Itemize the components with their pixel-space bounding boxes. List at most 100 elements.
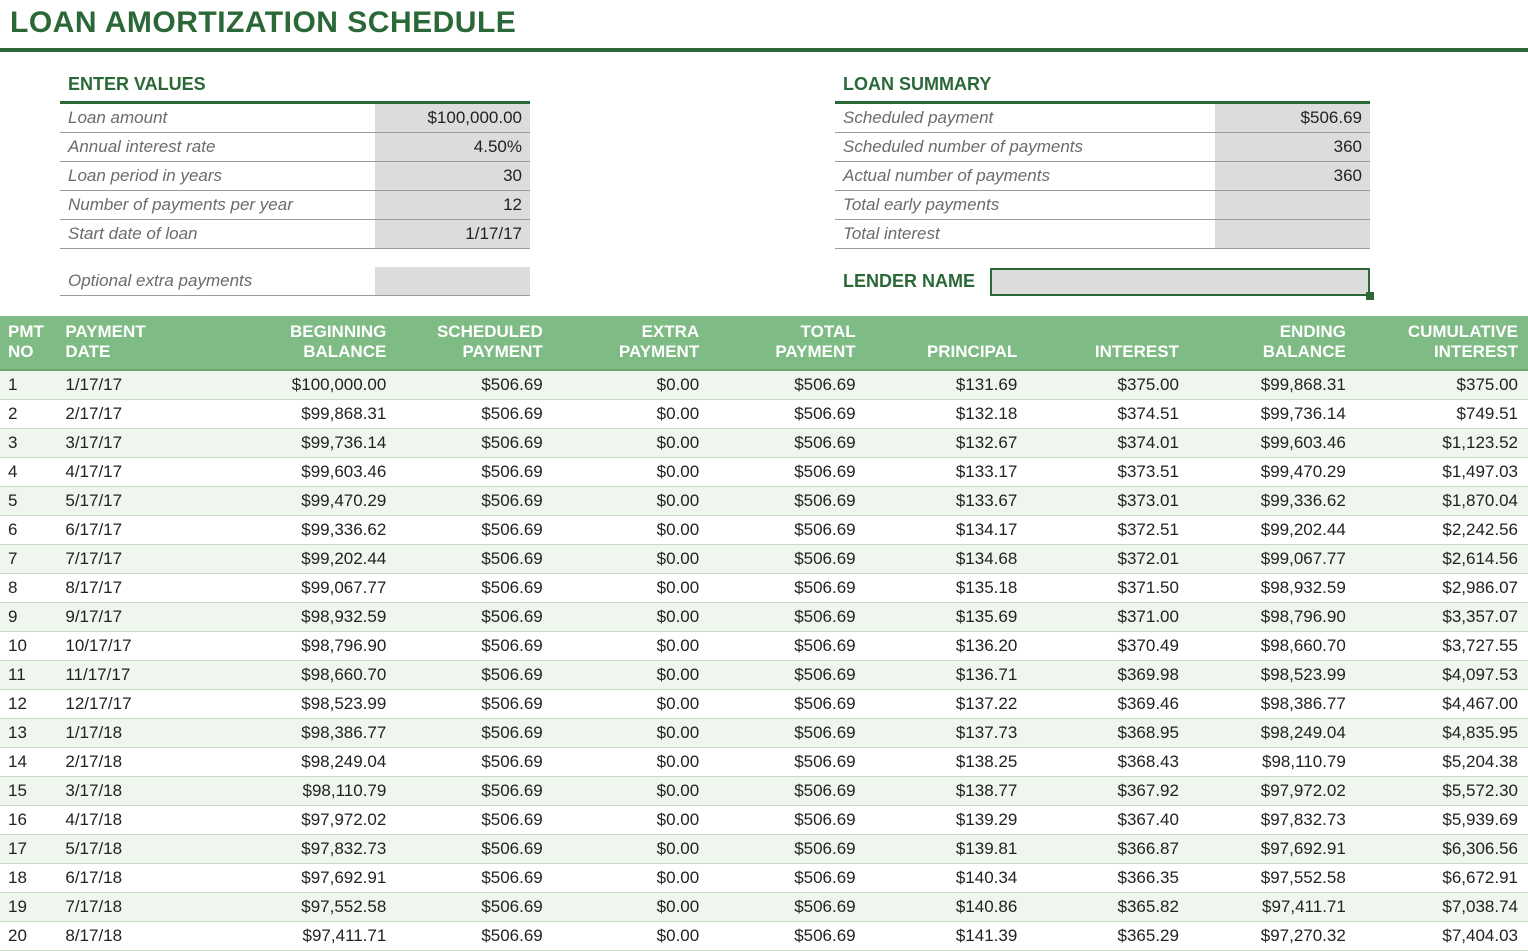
table-cell[interactable]: $371.50 (1027, 573, 1189, 602)
table-cell[interactable]: $132.67 (866, 428, 1028, 457)
enter-values-value[interactable]: 12 (375, 191, 530, 219)
enter-values-value[interactable]: 30 (375, 162, 530, 190)
table-cell[interactable]: $1,123.52 (1356, 428, 1528, 457)
table-cell[interactable]: $97,832.73 (224, 834, 396, 863)
table-cell[interactable]: $369.98 (1027, 660, 1189, 689)
table-cell[interactable]: 3 (0, 428, 57, 457)
table-cell[interactable]: 5 (0, 486, 57, 515)
table-cell[interactable]: $0.00 (553, 486, 709, 515)
table-cell[interactable]: 10 (0, 631, 57, 660)
table-cell[interactable]: $0.00 (553, 370, 709, 400)
table-cell[interactable]: $0.00 (553, 631, 709, 660)
table-cell[interactable]: $136.20 (866, 631, 1028, 660)
table-cell[interactable]: $98,110.79 (1189, 747, 1356, 776)
table-cell[interactable]: $133.67 (866, 486, 1028, 515)
table-cell[interactable]: $506.69 (709, 515, 865, 544)
table-cell[interactable]: $98,796.90 (1189, 602, 1356, 631)
table-cell[interactable]: 7/17/17 (57, 544, 224, 573)
table-cell[interactable]: $506.69 (396, 747, 552, 776)
table-cell[interactable]: $506.69 (709, 921, 865, 950)
table-cell[interactable]: 1/17/18 (57, 718, 224, 747)
table-cell[interactable]: $133.17 (866, 457, 1028, 486)
table-cell[interactable]: 16 (0, 805, 57, 834)
table-cell[interactable]: $0.00 (553, 515, 709, 544)
table-cell[interactable]: $98,386.77 (1189, 689, 1356, 718)
table-cell[interactable]: $367.92 (1027, 776, 1189, 805)
table-cell[interactable]: $4,467.00 (1356, 689, 1528, 718)
table-cell[interactable]: $0.00 (553, 602, 709, 631)
table-cell[interactable]: $0.00 (553, 660, 709, 689)
table-cell[interactable]: $131.69 (866, 370, 1028, 400)
table-cell[interactable]: 8 (0, 573, 57, 602)
table-cell[interactable]: $506.69 (396, 660, 552, 689)
table-cell[interactable]: 19 (0, 892, 57, 921)
table-cell[interactable]: $0.00 (553, 457, 709, 486)
table-cell[interactable]: $99,470.29 (224, 486, 396, 515)
table-cell[interactable]: $99,336.62 (1189, 486, 1356, 515)
table-cell[interactable]: $506.69 (396, 689, 552, 718)
table-cell[interactable]: $0.00 (553, 544, 709, 573)
table-cell[interactable]: 7/17/18 (57, 892, 224, 921)
table-cell[interactable]: $367.40 (1027, 805, 1189, 834)
table-cell[interactable]: $506.69 (709, 892, 865, 921)
table-cell[interactable]: $365.82 (1027, 892, 1189, 921)
table-cell[interactable]: $98,796.90 (224, 631, 396, 660)
table-cell[interactable]: $7,404.03 (1356, 921, 1528, 950)
table-cell[interactable]: 8/17/18 (57, 921, 224, 950)
table-cell[interactable]: $3,357.07 (1356, 602, 1528, 631)
table-cell[interactable]: $98,249.04 (1189, 718, 1356, 747)
table-cell[interactable]: $0.00 (553, 689, 709, 718)
table-cell[interactable]: $0.00 (553, 892, 709, 921)
table-cell[interactable]: $374.01 (1027, 428, 1189, 457)
table-cell[interactable]: $749.51 (1356, 399, 1528, 428)
table-cell[interactable]: $369.46 (1027, 689, 1189, 718)
table-cell[interactable]: $97,972.02 (1189, 776, 1356, 805)
table-cell[interactable]: $99,868.31 (1189, 370, 1356, 400)
table-cell[interactable]: $506.69 (709, 399, 865, 428)
optional-extra-value[interactable] (375, 267, 530, 295)
table-cell[interactable]: $99,603.46 (224, 457, 396, 486)
table-cell[interactable]: 2 (0, 399, 57, 428)
table-cell[interactable]: $5,939.69 (1356, 805, 1528, 834)
table-cell[interactable]: $506.69 (709, 776, 865, 805)
table-cell[interactable]: $372.01 (1027, 544, 1189, 573)
table-cell[interactable]: $3,727.55 (1356, 631, 1528, 660)
table-cell[interactable]: $5,204.38 (1356, 747, 1528, 776)
table-cell[interactable]: $138.25 (866, 747, 1028, 776)
table-cell[interactable]: $506.69 (396, 573, 552, 602)
table-cell[interactable]: $506.69 (709, 573, 865, 602)
enter-values-value[interactable]: $100,000.00 (375, 104, 530, 132)
table-cell[interactable]: $506.69 (396, 602, 552, 631)
table-cell[interactable]: $135.18 (866, 573, 1028, 602)
table-cell[interactable]: 12/17/17 (57, 689, 224, 718)
table-cell[interactable]: $506.69 (396, 428, 552, 457)
table-cell[interactable]: $506.69 (709, 805, 865, 834)
table-cell[interactable]: $506.69 (396, 805, 552, 834)
table-cell[interactable]: $506.69 (396, 776, 552, 805)
table-cell[interactable]: $2,614.56 (1356, 544, 1528, 573)
table-cell[interactable]: $506.69 (709, 457, 865, 486)
table-cell[interactable]: 3/17/17 (57, 428, 224, 457)
table-cell[interactable]: $136.71 (866, 660, 1028, 689)
table-cell[interactable]: $2,986.07 (1356, 573, 1528, 602)
table-cell[interactable]: $371.00 (1027, 602, 1189, 631)
table-cell[interactable]: $99,470.29 (1189, 457, 1356, 486)
table-cell[interactable]: 7 (0, 544, 57, 573)
table-cell[interactable]: $0.00 (553, 399, 709, 428)
table-cell[interactable]: 8/17/17 (57, 573, 224, 602)
table-cell[interactable]: $4,835.95 (1356, 718, 1528, 747)
table-cell[interactable]: 2/17/17 (57, 399, 224, 428)
table-cell[interactable]: $506.69 (709, 689, 865, 718)
table-cell[interactable]: $373.01 (1027, 486, 1189, 515)
table-cell[interactable]: $372.51 (1027, 515, 1189, 544)
table-cell[interactable]: $0.00 (553, 921, 709, 950)
table-cell[interactable]: 5/17/17 (57, 486, 224, 515)
table-cell[interactable]: $373.51 (1027, 457, 1189, 486)
lender-name-input[interactable] (990, 268, 1370, 296)
table-cell[interactable]: $506.69 (709, 370, 865, 400)
table-cell[interactable]: 6 (0, 515, 57, 544)
table-cell[interactable]: $0.00 (553, 747, 709, 776)
table-cell[interactable]: 5/17/18 (57, 834, 224, 863)
table-cell[interactable]: $97,552.58 (224, 892, 396, 921)
cell-fill-handle[interactable] (1366, 292, 1374, 300)
